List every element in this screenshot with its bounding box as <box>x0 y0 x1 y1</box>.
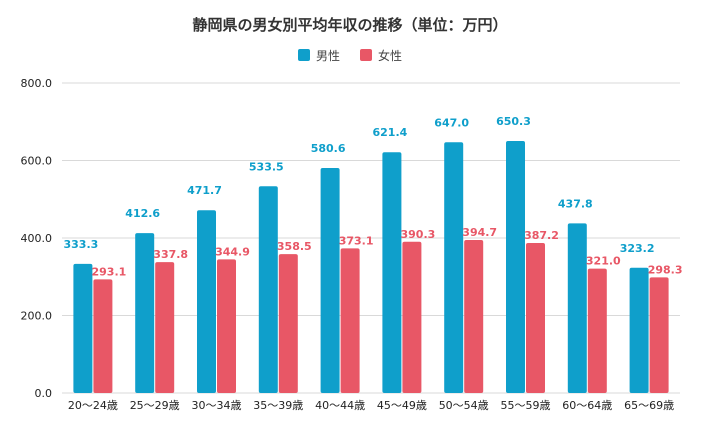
legend-swatch-female <box>360 49 372 61</box>
bar-male <box>135 233 155 393</box>
data-label-female: 344.9 <box>215 245 250 258</box>
bar-female <box>402 241 422 393</box>
data-label-male: 437.8 <box>558 197 593 210</box>
x-category-label: 65～69歳 <box>624 399 674 412</box>
y-tick-label: 800.0 <box>21 77 53 90</box>
x-category-label: 50～54歳 <box>439 399 489 412</box>
data-label-male: 621.4 <box>373 126 408 139</box>
bar-female <box>526 242 545 393</box>
data-label-male: 412.6 <box>125 207 160 220</box>
data-label-female: 321.0 <box>586 255 621 268</box>
data-label-male: 647.0 <box>434 116 469 129</box>
bar-male <box>506 141 525 393</box>
x-category-label: 55～59歳 <box>501 399 551 412</box>
bar-male <box>382 152 402 393</box>
x-category-label: 60～64歳 <box>562 399 612 412</box>
data-label-female: 390.3 <box>401 228 436 241</box>
legend-label-female: 女性 <box>378 48 402 63</box>
bar-female <box>340 248 360 393</box>
bar-female <box>649 277 669 393</box>
data-label-male: 471.7 <box>187 184 222 197</box>
y-tick-label: 200.0 <box>21 310 53 323</box>
x-category-label: 45～49歳 <box>377 399 427 412</box>
legend-swatch-male <box>298 49 310 61</box>
bar-female <box>93 279 113 393</box>
data-label-female: 373.1 <box>339 234 374 247</box>
bar-male <box>258 186 278 393</box>
bar-female <box>278 254 298 393</box>
data-label-female: 358.5 <box>277 240 312 253</box>
data-label-female: 387.2 <box>524 229 559 242</box>
data-labels: 333.3 293.1 412.6 337.8 471.7 344.9 533.5 358.5… <box>64 115 683 278</box>
y-tick-label: 0.0 <box>35 387 53 400</box>
data-label-male: 580.6 <box>311 142 346 155</box>
data-label-female: 337.8 <box>153 248 188 261</box>
bar-male <box>629 267 649 393</box>
x-category-label: 40～44歳 <box>315 399 365 412</box>
data-label-male: 333.3 <box>64 238 99 251</box>
chart-title: 静岡県の男女別平均年収の推移（単位：万円） <box>192 16 507 34</box>
data-label-female: 298.3 <box>648 263 683 276</box>
data-label-male: 650.3 <box>496 115 531 128</box>
x-category-label: 35～39歳 <box>253 399 303 412</box>
bar-male <box>444 142 464 393</box>
bar-female <box>155 262 175 393</box>
data-label-female: 293.1 <box>92 265 127 278</box>
y-axis: 0.0 200.0 400.0 600.0 800.0 <box>21 77 53 400</box>
y-tick-label: 600.0 <box>21 155 53 168</box>
bar-female <box>464 240 484 393</box>
x-category-label: 20～24歳 <box>68 399 118 412</box>
bar-female <box>587 268 607 393</box>
bar-male <box>320 168 340 393</box>
legend: 男性 女性 <box>298 48 402 63</box>
bar-male <box>73 263 93 393</box>
x-category-label: 25～29歳 <box>130 399 180 412</box>
bars <box>73 141 669 393</box>
legend-label-male: 男性 <box>316 49 340 63</box>
y-tick-label: 400.0 <box>21 232 53 245</box>
bar-female <box>217 259 236 393</box>
data-label-male: 533.5 <box>249 160 284 173</box>
x-axis: 20～24歳 25～29歳 30～34歳 35～39歳 40～44歳 45～49歳 50～5… <box>68 399 674 412</box>
bar-male <box>567 223 587 393</box>
data-label-female: 394.7 <box>462 226 497 239</box>
x-category-label: 30～34歳 <box>192 399 242 412</box>
bar-male <box>197 210 216 393</box>
data-label-male: 323.2 <box>620 242 655 255</box>
